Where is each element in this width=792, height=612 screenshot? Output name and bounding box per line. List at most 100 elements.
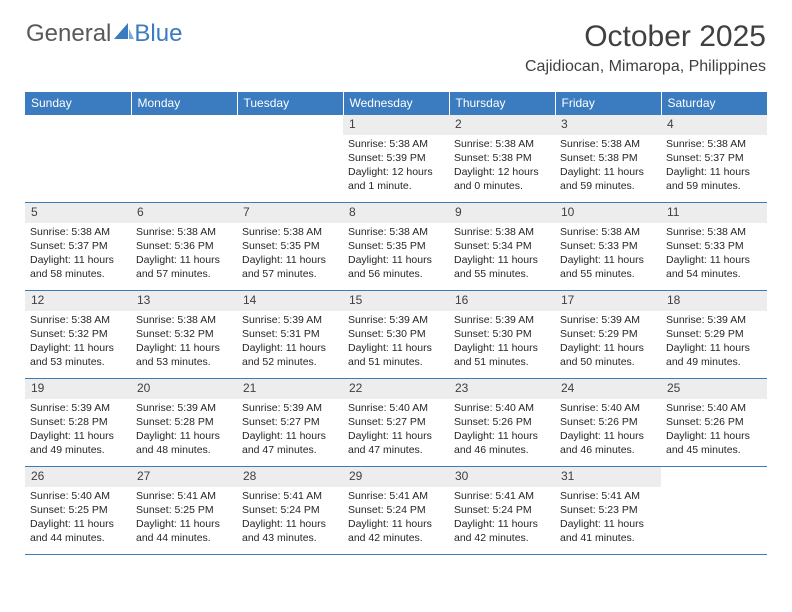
calendar-week-row: 1Sunrise: 5:38 AMSunset: 5:39 PMDaylight… — [25, 115, 767, 203]
sunset-text: Sunset: 5:25 PM — [136, 503, 232, 517]
daylight-text: Daylight: 11 hours and 59 minutes. — [560, 165, 656, 193]
sunrise-text: Sunrise: 5:39 AM — [136, 401, 232, 415]
calendar-day-cell: 12Sunrise: 5:38 AMSunset: 5:32 PMDayligh… — [25, 291, 131, 379]
week-header-row: SundayMondayTuesdayWednesdayThursdayFrid… — [25, 92, 767, 115]
day-content: Sunrise: 5:38 AMSunset: 5:33 PMDaylight:… — [555, 223, 661, 286]
calendar-day-cell: 16Sunrise: 5:39 AMSunset: 5:30 PMDayligh… — [449, 291, 555, 379]
day-number: 5 — [25, 203, 131, 223]
calendar-week-row: 5Sunrise: 5:38 AMSunset: 5:37 PMDaylight… — [25, 203, 767, 291]
day-content: Sunrise: 5:38 AMSunset: 5:38 PMDaylight:… — [555, 135, 661, 198]
calendar-day-cell: 30Sunrise: 5:41 AMSunset: 5:24 PMDayligh… — [449, 467, 555, 555]
calendar-day-cell: 8Sunrise: 5:38 AMSunset: 5:35 PMDaylight… — [343, 203, 449, 291]
week-header: Saturday — [661, 92, 767, 115]
daylight-text: Daylight: 11 hours and 54 minutes. — [666, 253, 762, 281]
day-number: 1 — [343, 115, 449, 135]
sunrise-text: Sunrise: 5:39 AM — [348, 313, 444, 327]
sunrise-text: Sunrise: 5:38 AM — [348, 137, 444, 151]
sunset-text: Sunset: 5:24 PM — [242, 503, 338, 517]
day-number: 15 — [343, 291, 449, 311]
day-content: Sunrise: 5:38 AMSunset: 5:38 PMDaylight:… — [449, 135, 555, 198]
sunrise-text: Sunrise: 5:41 AM — [136, 489, 232, 503]
calendar-day-cell: 10Sunrise: 5:38 AMSunset: 5:33 PMDayligh… — [555, 203, 661, 291]
day-content: Sunrise: 5:40 AMSunset: 5:27 PMDaylight:… — [343, 399, 449, 462]
week-header: Thursday — [449, 92, 555, 115]
calendar-week-row: 19Sunrise: 5:39 AMSunset: 5:28 PMDayligh… — [25, 379, 767, 467]
calendar-day-cell — [131, 115, 237, 203]
calendar-day-cell: 27 Sunrise: 5:41 AMSunset: 5:25 PMDayligh… — [131, 467, 237, 555]
calendar-day-cell: 2Sunrise: 5:38 AMSunset: 5:38 PMDaylight… — [449, 115, 555, 203]
daylight-text: Daylight: 11 hours and 53 minutes. — [30, 341, 126, 369]
day-content: Sunrise: 5:38 AMSunset: 5:34 PMDaylight:… — [449, 223, 555, 286]
day-number: 13 — [131, 291, 237, 311]
day-content: Sunrise: 5:40 AMSunset: 5:26 PMDaylight:… — [449, 399, 555, 462]
daylight-text: Daylight: 11 hours and 42 minutes. — [454, 517, 550, 545]
daylight-text: Daylight: 11 hours and 44 minutes. — [136, 517, 232, 545]
day-number: 24 — [555, 379, 661, 399]
sunset-text: Sunset: 5:24 PM — [454, 503, 550, 517]
daylight-text: Daylight: 11 hours and 48 minutes. — [136, 429, 232, 457]
day-number: 18 — [661, 291, 767, 311]
week-header: Wednesday — [343, 92, 449, 115]
daylight-text: Daylight: 11 hours and 50 minutes. — [560, 341, 656, 369]
day-content: Sunrise: 5:38 AMSunset: 5:33 PMDaylight:… — [661, 223, 767, 286]
sunset-text: Sunset: 5:26 PM — [560, 415, 656, 429]
logo: GeneralBlue — [26, 20, 182, 48]
day-number: 9 — [449, 203, 555, 223]
sunrise-text: Sunrise: 5:38 AM — [666, 137, 762, 151]
daylight-text: Daylight: 11 hours and 51 minutes. — [454, 341, 550, 369]
sunset-text: Sunset: 5:34 PM — [454, 239, 550, 253]
daylight-text: Daylight: 11 hours and 53 minutes. — [136, 341, 232, 369]
day-content: Sunrise: 5:38 AMSunset: 5:32 PMDaylight:… — [131, 311, 237, 374]
daylight-text: Daylight: 11 hours and 58 minutes. — [30, 253, 126, 281]
sunset-text: Sunset: 5:25 PM — [30, 503, 126, 517]
sunrise-text: Sunrise: 5:38 AM — [136, 225, 232, 239]
sunset-text: Sunset: 5:28 PM — [136, 415, 232, 429]
day-content: Sunrise: 5:38 AMSunset: 5:37 PMDaylight:… — [661, 135, 767, 198]
sunset-text: Sunset: 5:32 PM — [30, 327, 126, 341]
title-block: October 2025 Cajidiocan, Mimaropa, Phili… — [525, 20, 766, 76]
calendar-day-cell: 9Sunrise: 5:38 AMSunset: 5:34 PMDaylight… — [449, 203, 555, 291]
logo-text-2: Blue — [134, 20, 182, 48]
sunset-text: Sunset: 5:38 PM — [454, 151, 550, 165]
sunset-text: Sunset: 5:37 PM — [666, 151, 762, 165]
day-content: Sunrise: 5:39 AMSunset: 5:30 PMDaylight:… — [449, 311, 555, 374]
sunset-text: Sunset: 5:31 PM — [242, 327, 338, 341]
calendar-week-row: 12Sunrise: 5:38 AMSunset: 5:32 PMDayligh… — [25, 291, 767, 379]
sunrise-text: Sunrise: 5:38 AM — [454, 225, 550, 239]
daylight-text: Daylight: 11 hours and 57 minutes. — [242, 253, 338, 281]
calendar-day-cell — [25, 115, 131, 203]
day-content: Sunrise: 5:38 AMSunset: 5:36 PMDaylight:… — [131, 223, 237, 286]
day-content: Sunrise: 5:39 AMSunset: 5:29 PMDaylight:… — [555, 311, 661, 374]
day-content: Sunrise: 5:40 AMSunset: 5:26 PMDaylight:… — [555, 399, 661, 462]
daylight-text: Daylight: 12 hours and 0 minutes. — [454, 165, 550, 193]
day-content: Sunrise: 5:39 AMSunset: 5:30 PMDaylight:… — [343, 311, 449, 374]
sunrise-text: Sunrise: 5:40 AM — [560, 401, 656, 415]
day-content: Sunrise: 5:41 AMSunset: 5:23 PMDaylight:… — [555, 487, 661, 550]
calendar-day-cell: 5Sunrise: 5:38 AMSunset: 5:37 PMDaylight… — [25, 203, 131, 291]
sunrise-text: Sunrise: 5:38 AM — [30, 313, 126, 327]
sunrise-text: Sunrise: 5:40 AM — [30, 489, 126, 503]
daylight-text: Daylight: 11 hours and 57 minutes. — [136, 253, 232, 281]
daylight-text: Daylight: 11 hours and 42 minutes. — [348, 517, 444, 545]
calendar-day-cell — [237, 115, 343, 203]
header: GeneralBlue October 2025 Cajidiocan, Mim… — [0, 0, 792, 82]
sunrise-text: Sunrise: 5:41 AM — [242, 489, 338, 503]
sunrise-text: Sunrise: 5:38 AM — [136, 313, 232, 327]
calendar-day-cell: 28Sunrise: 5:41 AMSunset: 5:24 PMDayligh… — [237, 467, 343, 555]
daylight-text: Daylight: 11 hours and 41 minutes. — [560, 517, 656, 545]
day-number: 17 — [555, 291, 661, 311]
logo-sail-icon — [114, 20, 134, 48]
day-number: 29 — [343, 467, 449, 487]
sunrise-text: Sunrise: 5:38 AM — [560, 225, 656, 239]
location: Cajidiocan, Mimaropa, Philippines — [525, 58, 766, 76]
daylight-text: Daylight: 11 hours and 47 minutes. — [348, 429, 444, 457]
daylight-text: Daylight: 11 hours and 55 minutes. — [560, 253, 656, 281]
daylight-text: Daylight: 11 hours and 59 minutes. — [666, 165, 762, 193]
daylight-text: Daylight: 11 hours and 44 minutes. — [30, 517, 126, 545]
daylight-text: Daylight: 11 hours and 49 minutes. — [30, 429, 126, 457]
daylight-text: Daylight: 12 hours and 1 minute. — [348, 165, 444, 193]
day-content: Sunrise: 5:40 AMSunset: 5:25 PMDaylight:… — [25, 487, 131, 550]
sunrise-text: Sunrise: 5:38 AM — [560, 137, 656, 151]
day-number: 27 — [131, 467, 237, 487]
calendar-day-cell: 20Sunrise: 5:39 AMSunset: 5:28 PMDayligh… — [131, 379, 237, 467]
